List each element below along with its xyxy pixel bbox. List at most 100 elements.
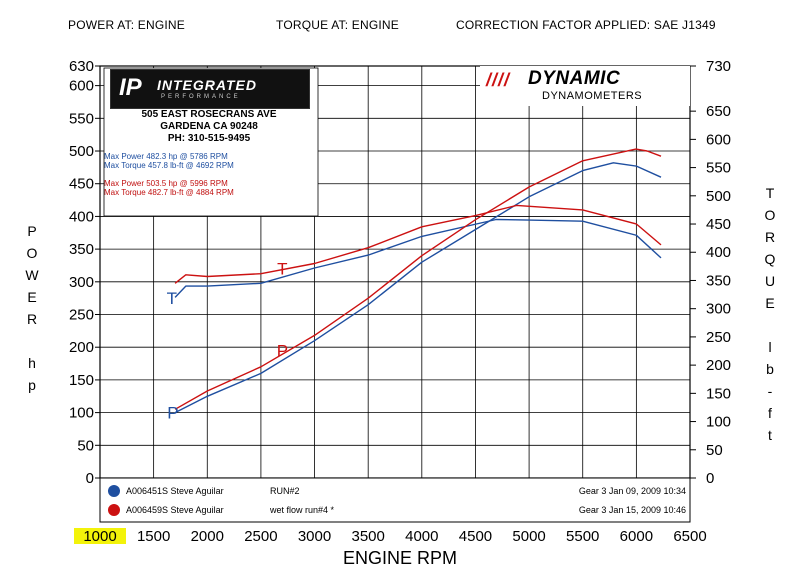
y-right-tick-label: 450 bbox=[706, 216, 731, 233]
axis-title-char: O bbox=[764, 207, 776, 223]
y-left-tick-label: 150 bbox=[69, 372, 94, 389]
x-tick-label: 2500 bbox=[244, 528, 277, 545]
axis-title-char: P bbox=[27, 223, 37, 239]
x-tick-label: 6500 bbox=[673, 528, 706, 545]
x-tick-label: 3500 bbox=[351, 528, 384, 545]
y-right-tick-label: 350 bbox=[706, 272, 731, 289]
series-annotation: P bbox=[167, 404, 178, 423]
y-left-tick-label: 550 bbox=[69, 110, 94, 127]
axis-title-char bbox=[760, 314, 780, 336]
axis-title-char: E bbox=[765, 295, 775, 311]
legend-row: A006459S Steve Aguilar wet flow run#4 * … bbox=[102, 501, 690, 519]
axis-title-char: O bbox=[26, 245, 38, 261]
axis-title-char: Q bbox=[764, 251, 776, 267]
axis-title-char: b bbox=[766, 361, 774, 377]
legend-panel bbox=[99, 477, 691, 523]
y-right-tick-label: 400 bbox=[706, 244, 731, 261]
dynamic-dynamometers-logo: / / / / DYNAMIC DYNAMOMETERS bbox=[486, 68, 692, 104]
axis-title-char: U bbox=[764, 273, 776, 289]
y-right-tick-label: 50 bbox=[706, 442, 723, 459]
shop-address: 505 EAST ROSECRANS AVE GARDENA CA 90248 … bbox=[110, 109, 308, 145]
y-right-tick-label: 550 bbox=[706, 160, 731, 177]
correction-label: CORRECTION FACTOR APPLIED: SAE J1349 bbox=[456, 18, 716, 32]
axis-title-char: t bbox=[768, 427, 772, 443]
y-right-tick-label: 500 bbox=[706, 188, 731, 205]
axis-title-char: h bbox=[28, 355, 36, 371]
address-line-1: 505 EAST ROSECRANS AVE bbox=[141, 109, 277, 120]
axis-title-char: R bbox=[764, 229, 776, 245]
y-left-tick-label: 0 bbox=[86, 470, 94, 487]
axis-title-char: W bbox=[25, 267, 39, 283]
y-right-tick-label: 100 bbox=[706, 414, 731, 431]
dyn-sub: DYNAMOMETERS bbox=[542, 90, 643, 102]
max-values-box: Max Power 482.3 hp @ 5786 RPM Max Torque… bbox=[104, 152, 234, 197]
axis-title-char: f bbox=[768, 405, 772, 421]
y-left-tick-label: 500 bbox=[69, 143, 94, 160]
y-left-tick-label: 400 bbox=[69, 208, 94, 225]
y-right-tick-label: 200 bbox=[706, 357, 731, 374]
legend-row: A006451S Steve Aguilar RUN#2 Gear 3 Jan … bbox=[102, 482, 690, 500]
y-right-tick-label: 0 bbox=[706, 470, 714, 487]
legend-info: Gear 3 Jan 09, 2009 10:34 bbox=[578, 486, 686, 496]
series-line-power bbox=[174, 148, 662, 410]
axis-title-char: - bbox=[767, 383, 773, 399]
axis-title-char: T bbox=[765, 185, 775, 201]
blue-max-power: Max Power 482.3 hp @ 5786 RPM bbox=[104, 152, 228, 161]
series-annotation: P bbox=[277, 341, 288, 360]
series-annotation: T bbox=[167, 289, 177, 308]
x-tick-label: 2000 bbox=[191, 528, 224, 545]
legend-id: A006459S Steve Aguilar bbox=[126, 505, 224, 515]
x-tick-highlight bbox=[74, 528, 126, 544]
x-tick-label: 5500 bbox=[566, 528, 599, 545]
legend-run: RUN#2 bbox=[270, 486, 300, 496]
legend-run: wet flow run#4 * bbox=[270, 505, 335, 515]
torque-at-label: TORQUE AT: ENGINE bbox=[276, 18, 399, 32]
dyn-stripes-icon: / / / / bbox=[486, 70, 509, 90]
series-line-torque bbox=[174, 204, 662, 284]
x-axis-title: ENGINE RPM bbox=[342, 548, 457, 568]
y-left-tick-label: 100 bbox=[69, 405, 94, 422]
series-annotation: T bbox=[277, 260, 287, 279]
legend-id: A006451S Steve Aguilar bbox=[126, 486, 224, 496]
y-right-tick-label: 250 bbox=[706, 329, 731, 346]
y-right-tick-label: 150 bbox=[706, 385, 731, 402]
red-max-power: Max Power 503.5 hp @ 5996 RPM bbox=[104, 179, 228, 188]
x-tick-label: 1500 bbox=[137, 528, 170, 545]
ip-word: INTEGRATED bbox=[157, 77, 257, 93]
series-line-power bbox=[174, 162, 662, 414]
dyn-logo-panel bbox=[480, 66, 690, 106]
legend-dot-icon bbox=[108, 504, 120, 516]
y-right-tick-label: 300 bbox=[706, 301, 731, 318]
ip-sub: PERFORMANCE bbox=[161, 94, 241, 100]
legend-dot-icon bbox=[108, 485, 120, 497]
x-tick-label: 4000 bbox=[405, 528, 438, 545]
dyn-word: DYNAMIC bbox=[528, 68, 621, 89]
axis-title-char bbox=[22, 330, 42, 352]
address-line-3: PH: 310-515-9495 bbox=[167, 133, 251, 144]
series-line-torque bbox=[174, 218, 662, 298]
y-right-tick-label: 730 bbox=[706, 58, 731, 75]
y-left-tick-label: 300 bbox=[69, 274, 94, 291]
y-right-tick-label: 600 bbox=[706, 131, 731, 148]
y-left-tick-label: 250 bbox=[69, 307, 94, 324]
axis-title-char: R bbox=[26, 311, 38, 327]
axis-title-char: p bbox=[28, 377, 36, 393]
x-tick-label: 5000 bbox=[512, 528, 545, 545]
y-left-tick-label: 200 bbox=[69, 339, 94, 356]
x-tick-label: 3000 bbox=[298, 528, 331, 545]
axis-title-char: l bbox=[768, 339, 772, 355]
legend-info: Gear 3 Jan 15, 2009 10:46 bbox=[578, 505, 686, 515]
run-legend: A006451S Steve Aguilar RUN#2 Gear 3 Jan … bbox=[102, 480, 690, 520]
axis-title-char: E bbox=[27, 289, 37, 305]
x-tick-label: 1000 bbox=[83, 528, 116, 545]
ip-mark: IP bbox=[119, 74, 142, 101]
y-left-tick-label: 600 bbox=[69, 78, 94, 95]
y-left-tick-label: 630 bbox=[69, 58, 94, 75]
y-left-tick-label: 450 bbox=[69, 176, 94, 193]
red-max-torque: Max Torque 482.7 lb-ft @ 4884 RPM bbox=[104, 188, 234, 197]
power-at-label: POWER AT: ENGINE bbox=[68, 18, 185, 32]
address-line-2: GARDENA CA 90248 bbox=[160, 121, 258, 132]
